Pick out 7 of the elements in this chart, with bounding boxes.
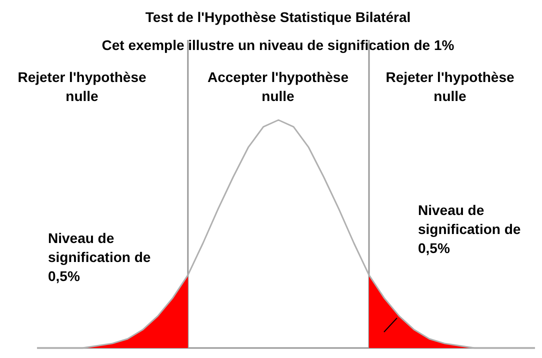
chart-subtitle: Cet exemple illustre un niveau de signification de 1% bbox=[102, 37, 455, 53]
text: Accepter l'hypothèse nulle bbox=[207, 69, 349, 104]
chart-title: Test de l'Hypothèse Statistique Bilatéral bbox=[145, 9, 411, 25]
text: Rejeter l'hypothèse nulle bbox=[18, 69, 147, 104]
text: Rejeter l'hypothèse nulle bbox=[386, 69, 515, 104]
annotation: Niveau de signification de 0,5% bbox=[48, 230, 151, 284]
annotation: Niveau de signification de 0,5% bbox=[418, 202, 521, 256]
